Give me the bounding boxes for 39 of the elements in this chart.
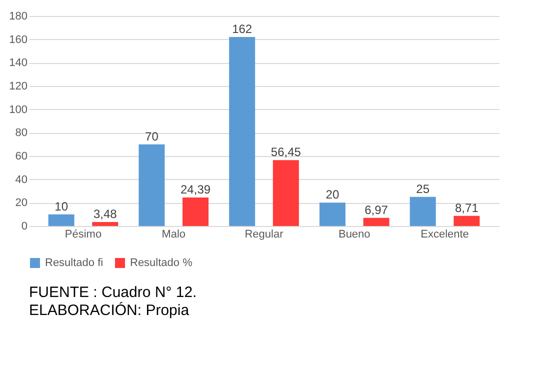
data-label: 24,39 bbox=[180, 182, 211, 197]
data-label: 6,97 bbox=[364, 202, 388, 217]
x-tick-label: Regular bbox=[244, 228, 284, 240]
bar bbox=[454, 216, 480, 226]
y-tick-label: 0 bbox=[21, 220, 28, 232]
y-tick-label: 120 bbox=[9, 80, 28, 92]
data-label: 25 bbox=[416, 182, 430, 196]
data-label: 10 bbox=[54, 199, 68, 214]
y-tick-label: 40 bbox=[15, 174, 28, 186]
y-tick-label: 20 bbox=[15, 197, 28, 210]
bar bbox=[92, 222, 118, 226]
data-label: 20 bbox=[326, 188, 340, 202]
legend-label: Resultado % bbox=[130, 257, 193, 269]
bar bbox=[182, 198, 209, 226]
x-tick-label: Malo bbox=[162, 228, 186, 240]
bar bbox=[410, 196, 436, 226]
data-label: 56,45 bbox=[270, 145, 302, 160]
source-note: FUENTE : Cuadro N° 12. bbox=[29, 284, 197, 301]
bar bbox=[363, 218, 390, 226]
x-tick-label: Pésimo bbox=[64, 228, 102, 240]
y-tick-label: 180 bbox=[9, 10, 28, 22]
y-tick-label: 100 bbox=[9, 104, 28, 116]
x-tick-label: Bueno bbox=[338, 228, 370, 240]
data-label: 162 bbox=[232, 22, 252, 36]
bar bbox=[229, 37, 256, 226]
y-tick-label: 140 bbox=[9, 57, 28, 70]
y-tick-label: 80 bbox=[15, 127, 28, 140]
x-tick-label: Excelente bbox=[420, 228, 469, 240]
bar bbox=[48, 214, 74, 226]
bar bbox=[138, 144, 165, 226]
bar bbox=[272, 160, 299, 226]
y-tick-label: 60 bbox=[15, 150, 28, 162]
bar bbox=[319, 202, 346, 226]
data-label: 8,71 bbox=[455, 200, 479, 215]
y-tick-label: 160 bbox=[9, 34, 28, 46]
legend-label: Resultado fi bbox=[45, 257, 104, 269]
text: ELABORACIÓN: Propia bbox=[29, 301, 190, 319]
data-label: 3,48 bbox=[93, 206, 118, 221]
data-label: 70 bbox=[145, 129, 159, 144]
